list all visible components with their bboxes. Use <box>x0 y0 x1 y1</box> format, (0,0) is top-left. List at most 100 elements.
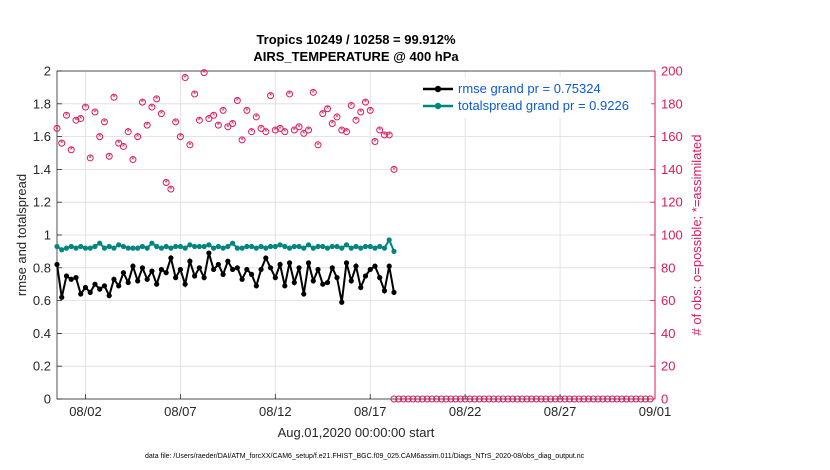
rmse-point <box>149 268 155 274</box>
obs-empty-marker <box>442 395 450 403</box>
series-totalspread <box>54 237 397 254</box>
rmse-point <box>358 284 364 291</box>
obs-possible-marker <box>195 116 203 124</box>
obs-possible-marker <box>286 90 294 98</box>
x-axis-ticks: 08/02 08/07 08/12 08/17 08/22 08/27 09/01 <box>69 394 671 419</box>
totalspread-point <box>277 242 283 248</box>
obs-assimilated-marker: * <box>131 155 135 165</box>
y-left-tick-label: 2 <box>44 64 51 79</box>
obs-empty-marker <box>523 395 531 403</box>
obs-empty-marker <box>580 395 588 403</box>
obs-empty-marker <box>499 395 507 403</box>
totalspread-point <box>220 245 226 251</box>
obs-empty-marker <box>423 395 431 403</box>
rmse-point <box>135 278 141 284</box>
rmse-point <box>244 266 250 273</box>
obs-assimilated-marker: * <box>198 116 202 126</box>
obs-possible-marker <box>153 95 161 103</box>
obs-empty-marker <box>566 395 574 403</box>
obs-empty-marker <box>608 395 616 403</box>
rmse-point <box>163 270 169 276</box>
obs-assimilated-marker: * <box>79 114 83 124</box>
obs-assimilated-marker: * <box>335 112 339 122</box>
obs-empty-marker <box>480 395 488 403</box>
rmse-point <box>381 288 388 294</box>
rmse-point <box>106 293 112 299</box>
obs-assimilated-marker: * <box>150 103 154 113</box>
totalspread-point <box>206 242 212 248</box>
rmse-point <box>258 266 264 273</box>
rmse-point <box>248 271 255 277</box>
obs-empty-marker <box>518 395 526 403</box>
obs-assimilated-marker: * <box>136 132 140 142</box>
obs-possible-marker <box>390 165 398 173</box>
obs-assimilated-marker: * <box>283 127 287 137</box>
obs-possible-marker <box>176 133 184 141</box>
obs-empty-marker <box>414 395 422 403</box>
chart-title-line2: AIRS_TEMPERATURE @ 400 hPa <box>253 49 459 64</box>
obs-possible-marker <box>243 106 251 114</box>
y-right-tick-label: 40 <box>661 326 675 341</box>
obs-possible-marker <box>257 124 265 132</box>
obs-empty-marker <box>551 395 559 403</box>
obs-empty-marker <box>604 395 612 403</box>
obs-possible-marker <box>100 118 108 126</box>
obs-assimilated-marker: * <box>288 89 292 99</box>
rmse-point <box>239 276 245 282</box>
totalspread-point <box>82 245 89 251</box>
rmse-point <box>367 266 373 273</box>
obs-assimilated-marker: * <box>183 73 187 83</box>
rmse-point <box>324 279 331 286</box>
footer-data-file: data file: /Users/raeder/DAI/ATM_forcXX/… <box>145 453 585 460</box>
obs-possible-marker <box>210 111 218 119</box>
rmse-point <box>339 299 345 305</box>
rmse-point <box>315 266 321 273</box>
totalspread-point <box>267 243 274 250</box>
rmse-point <box>286 260 293 266</box>
totalspread-point <box>301 245 307 251</box>
totalspread-point <box>381 245 388 251</box>
obs-empty-marker <box>456 395 464 403</box>
obs-empty-marker <box>589 395 597 403</box>
obs-possible-marker <box>262 128 270 136</box>
obs-possible-marker <box>172 118 180 126</box>
totalspread-point <box>225 243 231 250</box>
obs-empty-marker <box>409 395 417 403</box>
rmse-point <box>177 266 183 273</box>
obs-assimilated-marker: * <box>387 130 391 140</box>
rmse-point <box>92 281 98 287</box>
x-tick-label: 08/27 <box>544 404 577 419</box>
totalspread-point <box>211 245 217 251</box>
obs-assimilated-marker: * <box>383 130 387 140</box>
x-tick-label: 09/01 <box>639 404 672 419</box>
obs-empty-marker <box>466 395 474 403</box>
rmse-point <box>168 255 174 261</box>
obs-assimilated-marker: * <box>117 139 121 149</box>
obs-possible-marker <box>319 110 327 118</box>
totalspread-point <box>135 245 141 251</box>
rmse-point <box>59 294 65 300</box>
obs-possible-marker <box>357 108 365 116</box>
obs-assimilated-marker: * <box>84 103 88 113</box>
totalspread-point <box>334 243 340 250</box>
totalspread-point <box>215 243 221 250</box>
totalspread-point <box>230 240 236 246</box>
obs-assimilated-marker: * <box>250 127 254 137</box>
totalspread-point <box>391 248 397 254</box>
rmse-point <box>187 258 193 264</box>
legend-box <box>420 77 651 118</box>
totalspread-point <box>362 243 369 250</box>
obs-assimilated-marker: * <box>373 137 377 147</box>
obs-possible-marker <box>252 113 260 121</box>
obs-possible-marker <box>91 108 99 116</box>
obs-possible-marker <box>77 115 85 123</box>
obs-assimilated-marker: * <box>345 127 349 137</box>
totalspread-point <box>120 243 127 250</box>
rmse-point <box>277 261 283 268</box>
totalspread-point <box>296 243 302 250</box>
y-right-tick-label: 180 <box>661 96 683 111</box>
obs-possible-marker <box>267 92 275 100</box>
obs-possible-marker <box>62 111 70 119</box>
obs-assimilated-marker: * <box>307 126 311 136</box>
rmse-point <box>267 265 274 271</box>
